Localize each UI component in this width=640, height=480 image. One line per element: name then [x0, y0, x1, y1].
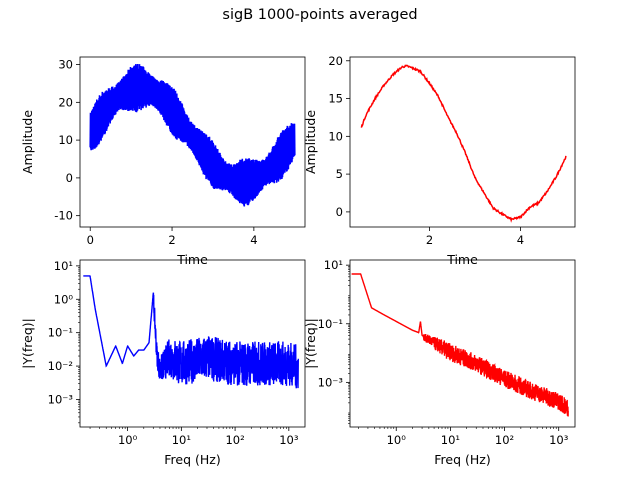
figure-title: sigB 1000-points averaged	[222, 7, 418, 23]
x-axis-label: Freq (Hz)	[434, 452, 490, 467]
x-tick-label: 2	[426, 233, 433, 247]
y-tick-label: 10⁻¹	[318, 317, 343, 331]
y-tick-label: 0	[66, 171, 73, 185]
y-tick-label: 15	[328, 92, 343, 106]
y-tick-label: 10	[58, 133, 73, 147]
y-tick-label: 10⁻³	[48, 392, 74, 406]
axes-frame	[349, 259, 576, 428]
y-axis-label: Amplitude	[20, 110, 35, 174]
y-tick-label: 0	[336, 205, 343, 219]
plot-area	[351, 273, 569, 417]
y-axis-label: |Y(freq)|	[303, 318, 318, 369]
x-tick-label: 4	[250, 233, 257, 247]
y-tick-label: 10	[328, 129, 343, 143]
subplot-time-averaged: 2 4 0 5 10 15 20 Time Amplitude	[303, 54, 576, 267]
y-axis-label: |Y(freq)|	[20, 318, 35, 369]
series-line	[351, 273, 569, 417]
x-axis-label: Time	[176, 252, 208, 267]
x-tick-label: 10³	[549, 433, 569, 447]
x-tick-label: 10³	[279, 433, 299, 447]
plot-area	[89, 63, 296, 207]
series-line	[83, 275, 299, 389]
y-tick-label: 10⁻²	[48, 359, 73, 373]
x-tick-label: 0	[87, 233, 94, 247]
y-tick-label: 5	[336, 167, 343, 181]
subplot-fft-averaged: 10⁰ 10¹ 10² 10³ 10⁻³ 10⁻¹ 10¹ Freq (Hz) |Y(freq)…	[303, 258, 576, 467]
axes-frame	[79, 259, 306, 428]
x-tick-label: 10⁰	[118, 433, 138, 447]
y-tick-label: 20	[328, 54, 343, 68]
y-tick-label: 30	[58, 58, 73, 72]
series-line	[360, 64, 567, 223]
x-tick-label: 10¹	[172, 433, 191, 447]
plot-area	[83, 275, 299, 389]
y-tick-label: 10⁻³	[318, 375, 344, 389]
y-tick-label: 10¹	[324, 258, 343, 272]
axes-frame	[349, 56, 576, 228]
subplot-time-raw: 0 2 4 -10 0 10 20 30 Time Amplitude	[20, 56, 306, 267]
x-axis-label: Freq (Hz)	[164, 452, 220, 467]
y-tick-label: 20	[58, 95, 73, 109]
y-tick-label: 10⁰	[54, 292, 74, 306]
x-tick-label: 10¹	[441, 433, 460, 447]
y-axis-label: Amplitude	[303, 110, 318, 174]
x-tick-label: 10²	[225, 433, 244, 447]
x-tick-label: 10²	[495, 433, 514, 447]
y-tick-label: 10⁻¹	[48, 326, 73, 340]
x-tick-label: 10⁰	[387, 433, 407, 447]
y-tick-label: -10	[54, 209, 73, 223]
x-axis-label: Time	[446, 252, 478, 267]
axes-frame	[79, 56, 306, 228]
series-line	[89, 63, 296, 207]
x-tick-label: 2	[168, 233, 175, 247]
plot-area	[360, 64, 567, 223]
subplot-fft-raw: 10⁰ 10¹ 10² 10³ 10⁻³ 10⁻² 10⁻¹ 10⁰ 10¹ Freq (Hz) |…	[20, 259, 306, 467]
x-tick-label: 4	[517, 233, 524, 247]
y-tick-label: 10¹	[54, 259, 73, 273]
